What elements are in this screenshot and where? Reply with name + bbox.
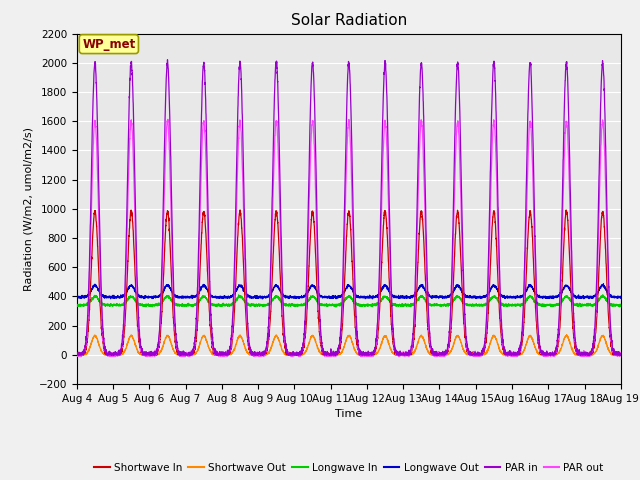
- Text: WP_met: WP_met: [82, 37, 136, 50]
- Y-axis label: Radiation (W/m2, umol/m2/s): Radiation (W/m2, umol/m2/s): [23, 127, 33, 291]
- X-axis label: Time: Time: [335, 409, 362, 419]
- Legend: Shortwave In, Shortwave Out, Longwave In, Longwave Out, PAR in, PAR out: Shortwave In, Shortwave Out, Longwave In…: [90, 458, 608, 477]
- Title: Solar Radiation: Solar Radiation: [291, 13, 407, 28]
